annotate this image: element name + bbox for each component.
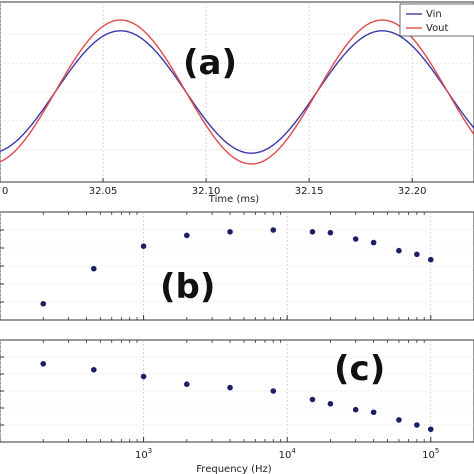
panel-b-data-point bbox=[91, 265, 97, 272]
panel-b-data-point bbox=[227, 229, 233, 235]
panel-c-data-point bbox=[40, 361, 47, 367]
panel-b-data-point bbox=[40, 301, 47, 307]
panel-c-data-point bbox=[327, 400, 334, 407]
panel-c-data-point bbox=[91, 366, 97, 373]
panel-a-x-tick-label: 32.05 bbox=[89, 186, 118, 197]
panel-c-data-point bbox=[370, 409, 377, 416]
panel-c-data-point bbox=[427, 426, 434, 433]
panel-c-data-point bbox=[414, 422, 420, 428]
panel-a-series-vin bbox=[0, 30, 474, 154]
panel-a-legend bbox=[399, 3, 474, 37]
panel-b-data-point bbox=[396, 247, 402, 254]
panel-c-data-point bbox=[309, 396, 316, 403]
panel-c-x-axis-title: Frequency (Hz) bbox=[196, 464, 272, 474]
panel-b-data-point bbox=[327, 229, 334, 236]
panel-c-x-tick-label: 105 bbox=[422, 447, 439, 461]
panel-a-x-tick-label: 32.10 bbox=[192, 186, 221, 197]
panel-b-data-point bbox=[184, 232, 190, 239]
panel-a-tag: (a) bbox=[183, 43, 237, 83]
panel-b-data-point bbox=[140, 243, 147, 249]
panel-c-x-tick-label: 103 bbox=[135, 447, 152, 461]
panel-c-tag: (c) bbox=[334, 349, 385, 389]
panel-a-series-vout bbox=[0, 19, 474, 165]
panel-c-data-point bbox=[140, 373, 147, 380]
panel-c-data-point bbox=[396, 417, 402, 423]
panel-b-data-point bbox=[414, 251, 420, 258]
panel-c-data-point bbox=[352, 406, 359, 413]
panel-c-data-point bbox=[227, 384, 233, 391]
panel-a-legend-label: Vin bbox=[426, 9, 442, 20]
panel-a-x-tick-label: 32.15 bbox=[295, 186, 324, 197]
panel-b-data-point bbox=[427, 256, 434, 263]
panel-b-data-point bbox=[270, 227, 277, 233]
panel-c-data-point bbox=[184, 381, 190, 388]
panel-c-x-tick-label: 104 bbox=[279, 447, 297, 461]
panel-b-tag: (b) bbox=[160, 267, 215, 307]
panel-a-x-tick-label: 32.20 bbox=[398, 186, 427, 197]
panel-b-data-point bbox=[309, 229, 316, 235]
panel-c-data-point bbox=[270, 388, 277, 394]
panel-a-legend-label: Vout bbox=[426, 23, 449, 34]
panel-a-x-axis-title: Time (ms) bbox=[208, 194, 260, 205]
panel-b-data-point bbox=[352, 236, 359, 242]
panel-b-data-point bbox=[370, 239, 377, 246]
panel-a-x-tick-label: 0 bbox=[2, 186, 8, 197]
